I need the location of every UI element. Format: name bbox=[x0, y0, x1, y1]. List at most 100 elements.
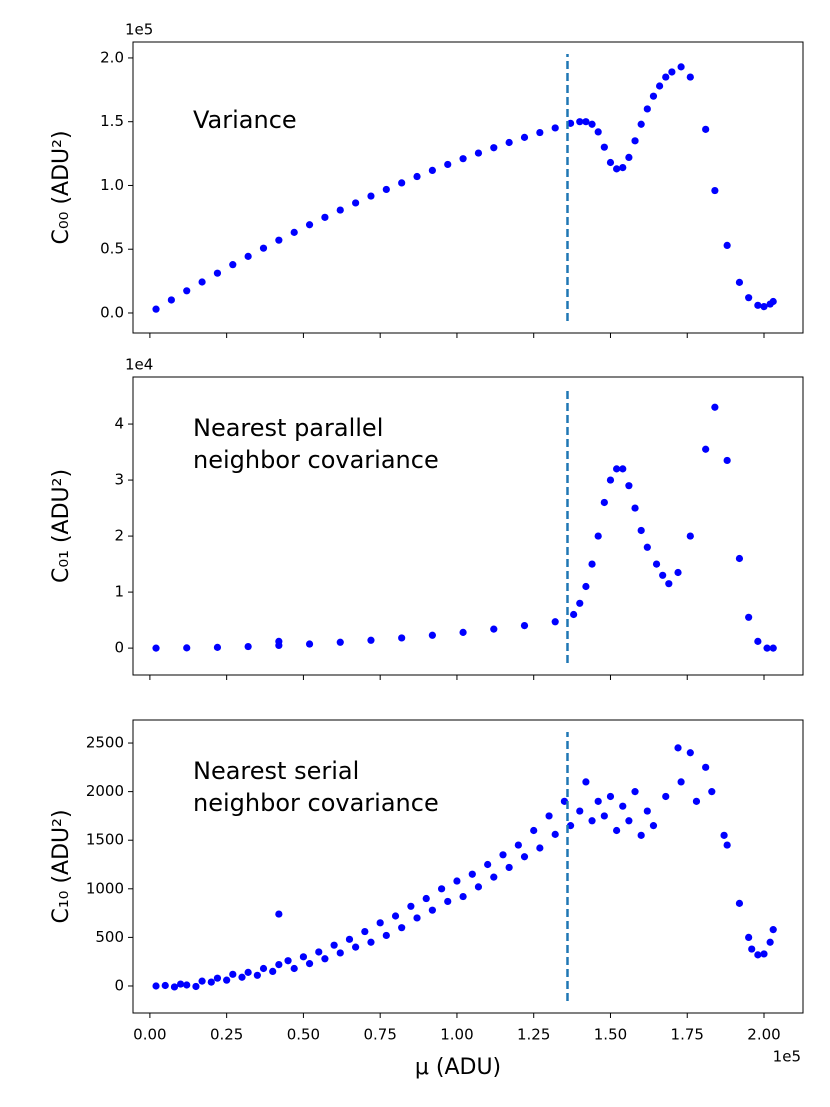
point bbox=[275, 236, 283, 244]
point bbox=[760, 303, 768, 311]
point bbox=[588, 560, 596, 568]
point bbox=[321, 955, 329, 963]
point bbox=[686, 532, 694, 540]
point bbox=[745, 294, 753, 302]
point bbox=[336, 206, 344, 214]
annotation: neighbor covariance bbox=[193, 446, 439, 474]
point bbox=[444, 897, 452, 906]
y-tick-label: 3 bbox=[114, 471, 124, 489]
point bbox=[711, 403, 719, 411]
point bbox=[223, 976, 231, 984]
x-tick-label: 2.00 bbox=[747, 1026, 780, 1044]
point bbox=[720, 831, 728, 839]
point bbox=[336, 638, 344, 646]
x-tick-label: 1.00 bbox=[440, 1026, 473, 1044]
x-tick-label: 1.50 bbox=[594, 1026, 627, 1044]
point bbox=[229, 261, 237, 269]
point bbox=[305, 960, 314, 968]
point bbox=[631, 788, 639, 796]
y-offset: 1e5 bbox=[125, 21, 153, 39]
point bbox=[213, 269, 222, 277]
point bbox=[305, 221, 314, 229]
y-tick-label: 1.0 bbox=[100, 176, 124, 194]
point bbox=[468, 870, 476, 878]
point bbox=[382, 931, 390, 940]
point bbox=[588, 817, 596, 825]
point bbox=[290, 228, 298, 236]
point bbox=[582, 118, 590, 126]
point bbox=[551, 830, 559, 838]
point bbox=[474, 149, 483, 157]
point bbox=[290, 964, 298, 973]
point bbox=[588, 120, 596, 128]
y-tick-label: 2.0 bbox=[100, 48, 124, 66]
point bbox=[330, 941, 338, 949]
point bbox=[336, 949, 344, 957]
point bbox=[723, 841, 731, 849]
point bbox=[594, 532, 602, 540]
point bbox=[570, 610, 578, 619]
point bbox=[170, 983, 179, 991]
point bbox=[490, 873, 498, 881]
point bbox=[649, 822, 658, 830]
point bbox=[284, 957, 292, 965]
y-tick-label: 1000 bbox=[86, 879, 124, 897]
annotation: Nearest serial bbox=[193, 757, 359, 785]
point bbox=[244, 642, 252, 651]
point bbox=[361, 927, 369, 936]
point bbox=[259, 964, 268, 973]
point bbox=[745, 933, 753, 941]
point bbox=[769, 297, 777, 306]
point bbox=[560, 797, 569, 805]
point bbox=[576, 118, 584, 126]
point bbox=[315, 948, 323, 956]
point bbox=[183, 981, 191, 989]
point bbox=[428, 166, 436, 175]
point bbox=[367, 938, 375, 946]
axes-frame bbox=[132, 41, 804, 334]
x-tick-label: 1.25 bbox=[517, 1026, 550, 1044]
point bbox=[367, 636, 375, 644]
point bbox=[637, 831, 645, 839]
point bbox=[662, 73, 670, 81]
point bbox=[167, 296, 175, 304]
x-tick-label: 1.75 bbox=[671, 1026, 704, 1044]
point bbox=[723, 456, 731, 465]
x-offset: 1e5 bbox=[773, 1048, 801, 1066]
point bbox=[275, 910, 283, 918]
point bbox=[207, 978, 215, 986]
point bbox=[398, 924, 406, 932]
point bbox=[566, 119, 575, 127]
point bbox=[600, 143, 608, 151]
point bbox=[606, 476, 615, 484]
y-offset: 1e4 bbox=[125, 356, 153, 374]
y-tick-label: 1 bbox=[114, 583, 124, 601]
point bbox=[686, 73, 694, 81]
point bbox=[766, 938, 774, 946]
point bbox=[582, 778, 590, 786]
point bbox=[760, 950, 768, 958]
point bbox=[520, 621, 529, 630]
point bbox=[656, 82, 664, 90]
point bbox=[637, 120, 645, 128]
point bbox=[619, 465, 627, 473]
point bbox=[613, 826, 621, 835]
point bbox=[152, 305, 160, 313]
point bbox=[183, 287, 191, 295]
point bbox=[183, 644, 191, 652]
y-tick-label: 0.0 bbox=[100, 303, 124, 321]
point bbox=[662, 792, 670, 801]
point bbox=[649, 92, 658, 100]
point bbox=[613, 165, 621, 173]
point bbox=[735, 899, 744, 907]
point bbox=[437, 885, 446, 893]
point bbox=[299, 953, 308, 961]
point bbox=[606, 792, 615, 801]
point bbox=[754, 301, 762, 309]
point bbox=[275, 637, 283, 645]
point bbox=[428, 906, 436, 914]
point bbox=[625, 817, 633, 825]
point bbox=[398, 634, 406, 642]
point bbox=[253, 971, 261, 979]
